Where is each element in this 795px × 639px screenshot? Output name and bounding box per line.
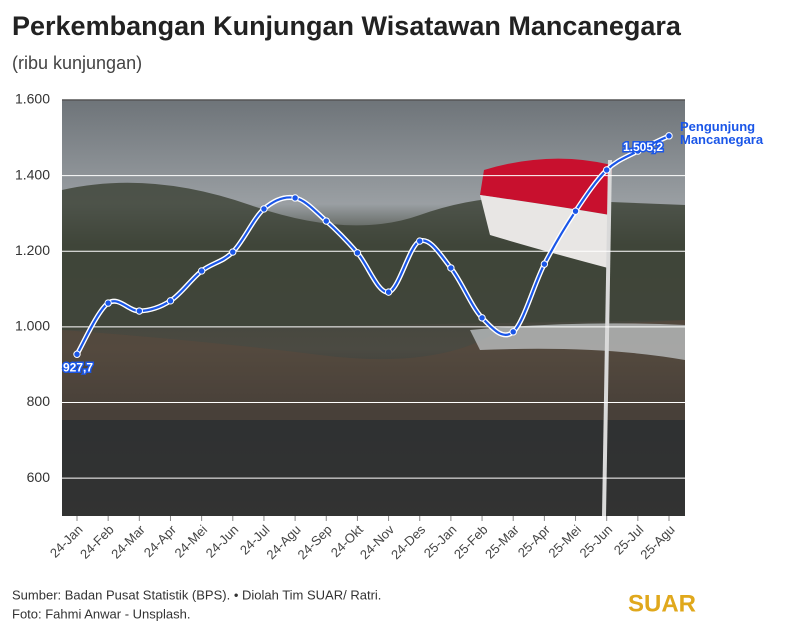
x-tick-label: 24-Mar — [108, 521, 148, 561]
x-tick-label: 24-Jun — [203, 522, 242, 561]
point — [166, 297, 175, 305]
value-label: 1.505,2 — [623, 140, 663, 154]
x-tick-label: 25-Apr — [515, 521, 554, 560]
point — [384, 288, 393, 296]
source: Sumber: Badan Pusat Statistik (BPS). • D… — [12, 587, 381, 602]
point — [353, 249, 362, 257]
y-tick-label: 600 — [27, 469, 51, 485]
point — [73, 350, 81, 358]
x-tick-label: 25-Agu — [637, 522, 677, 562]
y-tick-label: 1.200 — [15, 242, 50, 258]
point — [229, 248, 237, 256]
point — [416, 237, 424, 245]
photo-credit: Foto: Fahmi Anwar - Unsplash. — [12, 606, 190, 621]
value-label: 927,7 — [63, 360, 93, 374]
point — [260, 205, 268, 213]
y-tick-label: 1.000 — [15, 318, 50, 334]
background-photo — [62, 100, 685, 517]
point — [291, 194, 299, 202]
x-tick-label: 25-Feb — [451, 522, 491, 562]
series-line — [76, 134, 670, 355]
point — [571, 207, 580, 215]
point — [509, 328, 517, 336]
y-tick-label: 800 — [27, 393, 51, 409]
x-tick-label: 24-Mei — [171, 522, 210, 561]
x-tick-label: 24-Apr — [141, 521, 180, 560]
chart-title: Perkembangan Kunjungan Wisatawan Mancane… — [12, 11, 682, 41]
chart-subtitle: (ribu kunjungan) — [12, 53, 142, 73]
point — [540, 260, 549, 268]
point — [197, 267, 206, 275]
y-tick-label: 1.600 — [15, 91, 50, 107]
point — [104, 299, 112, 307]
x-tick-label: 24-Sep — [295, 522, 335, 562]
point — [135, 307, 144, 315]
point — [447, 264, 455, 272]
logo: SUAR — [628, 590, 696, 617]
x-tick-label: 24-Des — [388, 522, 429, 563]
point — [665, 132, 673, 140]
point — [322, 217, 330, 225]
x-tick-label: 25-Jun — [577, 522, 616, 561]
point — [602, 166, 611, 174]
legend-label: Pengunjung Mancanegara — [680, 119, 764, 147]
y-tick-label: 1.400 — [15, 166, 50, 182]
x-tick-label: 25-Mar — [482, 521, 522, 561]
x-tick-label: 24-Agu — [263, 522, 303, 562]
x-tick-label: 24-Feb — [77, 522, 117, 562]
point — [478, 314, 486, 322]
x-tick-label: 25-Mei — [545, 522, 584, 561]
point — [634, 147, 642, 155]
